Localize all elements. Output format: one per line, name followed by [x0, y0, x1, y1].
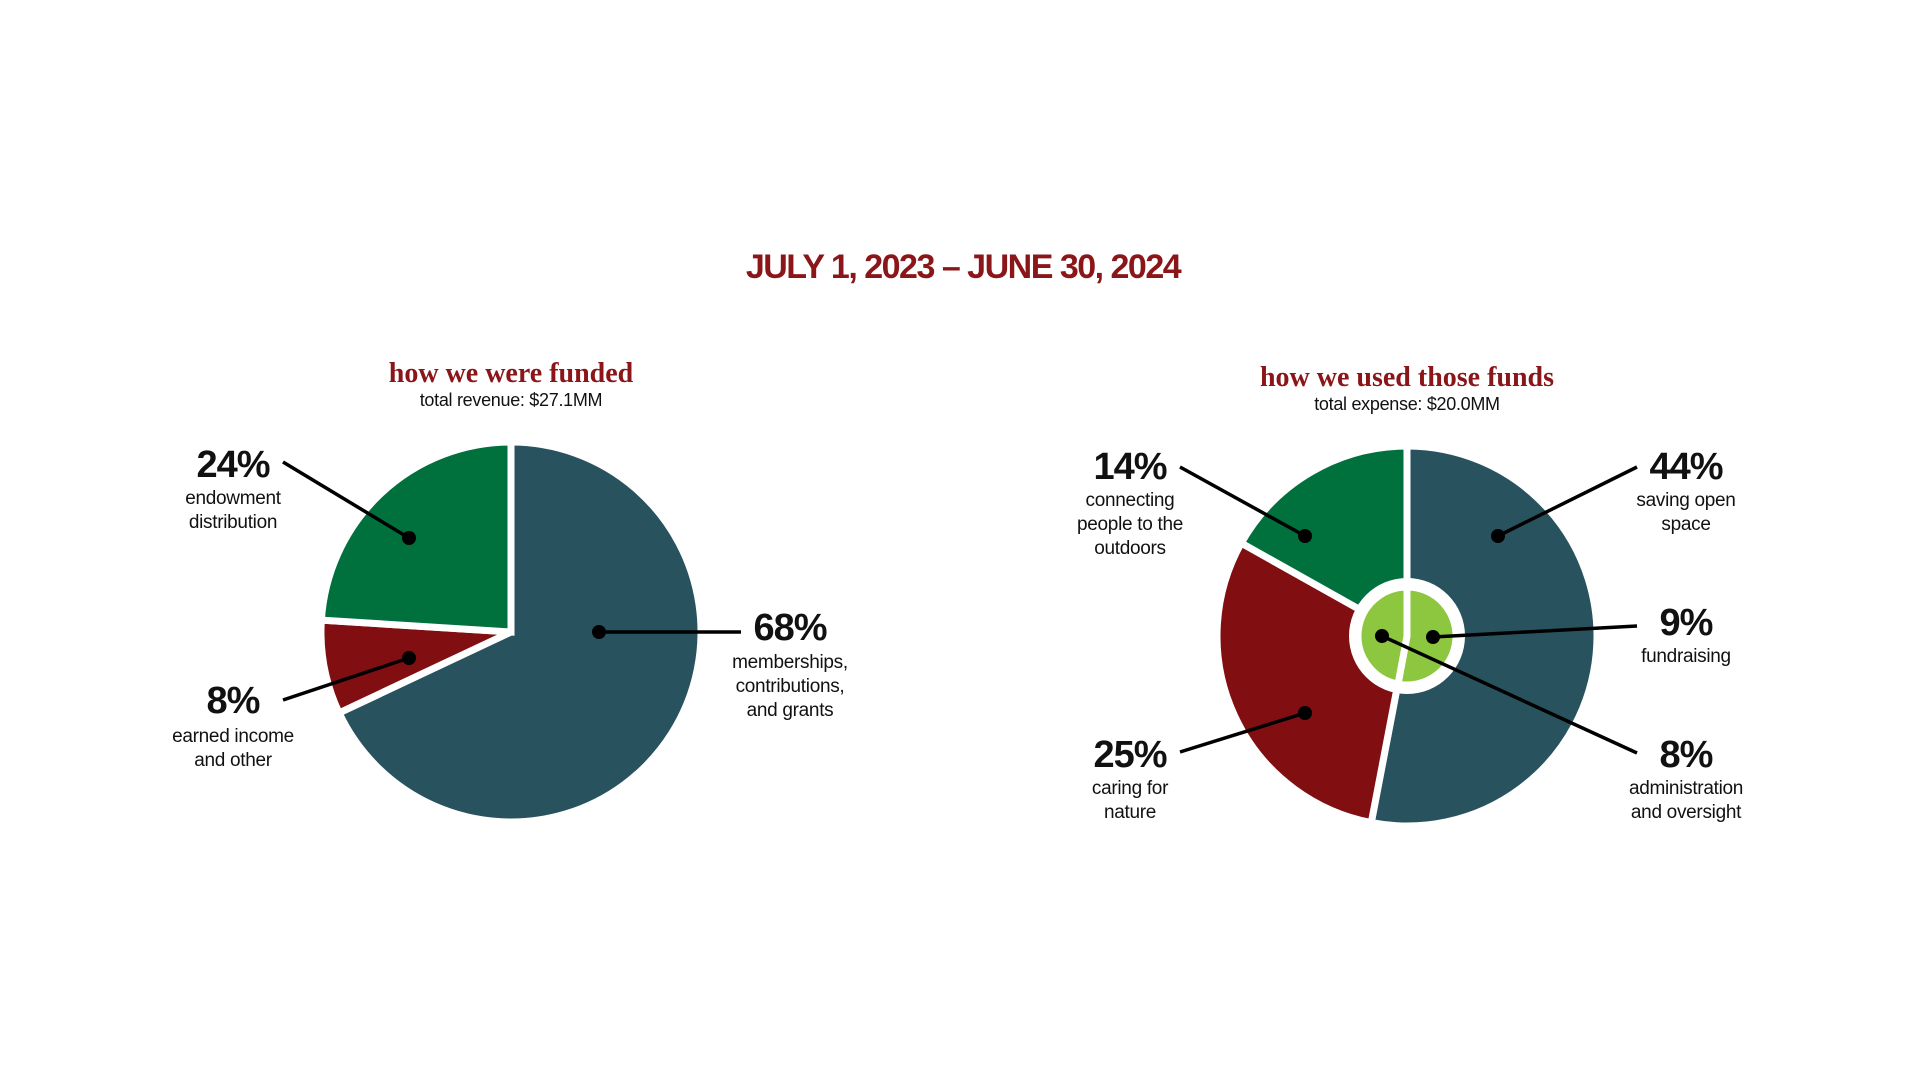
leader-dot	[1491, 529, 1505, 543]
category-label: fundraising	[1641, 646, 1731, 667]
category-label: and other	[194, 750, 273, 771]
slice-callout: 44%saving open space	[1491, 446, 1736, 543]
slice-callout: 8%administration and oversight	[1375, 629, 1743, 823]
category-label: memberships,	[732, 652, 848, 673]
category-label: people to the	[1077, 514, 1183, 535]
period-title: JULY 1, 2023 – JUNE 30, 2024	[746, 248, 1182, 286]
leader-line	[1497, 465, 1638, 538]
leader-line	[1179, 711, 1306, 754]
leader-dot	[402, 651, 416, 665]
percent-label: 24%	[196, 444, 269, 486]
leader-line	[1381, 634, 1638, 755]
revenue-slice-2	[317, 438, 515, 636]
revenue-chart-subtitle: total revenue: $27.1MM	[420, 390, 603, 410]
slice-callout: 14%connecting people to the outdoors	[1077, 446, 1312, 559]
leader-dot	[592, 625, 606, 639]
leader-line	[1179, 465, 1306, 538]
category-label: caring for	[1092, 778, 1169, 799]
expense-pie	[1213, 442, 1601, 830]
leader-line	[282, 656, 410, 702]
expense-outer-slice-2	[1236, 442, 1411, 642]
category-label: contributions,	[736, 676, 845, 697]
category-label: and grants	[747, 700, 834, 721]
category-label: outdoors	[1094, 538, 1166, 559]
slice-callout: 9%fundraising	[1426, 602, 1731, 667]
revenue-chart: how we were funded total revenue: $27.1M…	[172, 358, 848, 826]
revenue-chart-title: how we were funded	[389, 358, 634, 389]
percent-label: 25%	[1093, 734, 1166, 776]
category-label: space	[1661, 514, 1710, 535]
category-label: administration	[1629, 778, 1743, 799]
percent-label: 14%	[1093, 446, 1166, 488]
slice-callout: 8% earned income and other	[172, 651, 416, 771]
category-label: saving open	[1636, 490, 1735, 511]
expense-chart-title: how we used those funds	[1260, 362, 1554, 393]
category-label: nature	[1104, 802, 1156, 823]
percent-label: 8%	[207, 680, 260, 722]
percent-label: 9%	[1660, 602, 1713, 644]
category-label: earned income	[172, 726, 294, 747]
expense-chart: how we used those funds total expense: $…	[1077, 362, 1743, 830]
expense-chart-subtitle: total expense: $20.0MM	[1314, 394, 1500, 414]
leader-dot	[1298, 529, 1312, 543]
category-label: distribution	[189, 512, 277, 533]
leader-dot	[1426, 630, 1440, 644]
category-label: connecting	[1086, 490, 1175, 511]
leader-line	[1432, 624, 1638, 639]
leader-dot	[402, 531, 416, 545]
leader-dot	[1298, 706, 1312, 720]
percent-label: 44%	[1649, 446, 1722, 488]
revenue-pie	[317, 438, 705, 826]
category-label: endowment	[185, 488, 282, 509]
slice-callout: 25%caring for nature	[1092, 706, 1312, 823]
leader-dot	[1375, 629, 1389, 643]
revenue-slice-0	[334, 438, 705, 826]
category-label: and oversight	[1631, 802, 1742, 823]
percent-label: 8%	[1660, 734, 1713, 776]
percent-label: 68%	[753, 607, 826, 649]
leader-line	[282, 460, 410, 540]
slice-callout: 24%endowment distribution	[185, 444, 416, 545]
slice-callout: 68% memberships, contributions, and grants	[592, 607, 848, 721]
